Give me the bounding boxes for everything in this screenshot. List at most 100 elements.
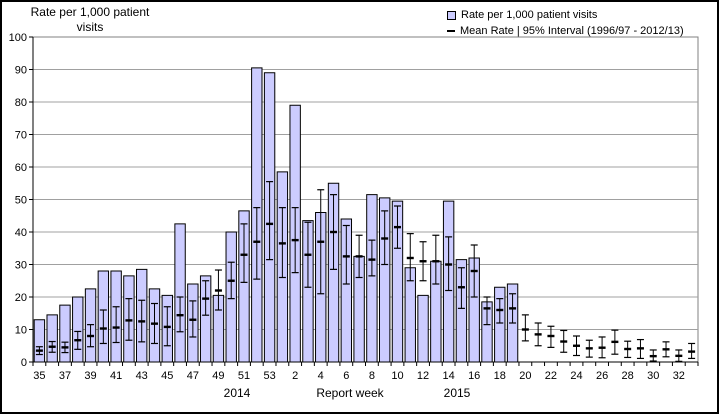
bar-week-2014-35 xyxy=(33,319,46,363)
x-axis-year-2015: 2015 xyxy=(443,386,471,400)
errorbar-week-2015-20 xyxy=(521,314,529,342)
y-tick-label-0: 0 xyxy=(21,357,27,369)
errorbar-week-2015-2 xyxy=(291,207,299,274)
errorbar-week-2014-37 xyxy=(61,341,69,354)
y-axis-title-line1: Rate per 1,000 patient xyxy=(30,5,150,19)
x-tick-label-2014-53: 53 xyxy=(263,370,275,382)
x-tick-label-2014-45: 45 xyxy=(161,370,173,382)
legend: Rate per 1,000 patient visits Mean Rate … xyxy=(447,7,684,39)
x-tick-label-2014-43: 43 xyxy=(136,370,148,382)
errorbar-week-2015-32 xyxy=(675,349,683,362)
x-tick-label-2015-4: 4 xyxy=(318,370,324,382)
errorbar-week-2015-18 xyxy=(496,298,504,324)
errorbar-week-2015-11 xyxy=(406,233,414,282)
x-tick-label-2014-41: 41 xyxy=(110,370,122,382)
bar-week-2014-38 xyxy=(72,296,84,363)
x-tick-label-2015-32: 32 xyxy=(673,370,685,382)
x-tick-label-2015-12: 12 xyxy=(417,370,429,382)
bar-week-2014-46 xyxy=(174,223,186,363)
errorbar-week-2014-46 xyxy=(176,296,184,333)
y-tick-label-20: 20 xyxy=(15,292,27,304)
x-tick-label-2014-51: 51 xyxy=(238,370,250,382)
y-tick-label-30: 30 xyxy=(15,260,27,272)
y-tick-label-60: 60 xyxy=(15,162,27,174)
errorbar-week-2015-22 xyxy=(547,325,555,348)
bar-week-2015-11 xyxy=(404,267,416,363)
x-tick-label-2015-6: 6 xyxy=(343,370,349,382)
legend-item-rate: Rate per 1,000 patient visits xyxy=(447,7,684,23)
x-tick-label-2015-8: 8 xyxy=(369,370,375,382)
errorbar-week-2014-42 xyxy=(125,298,133,341)
x-tick-label-2014-37: 37 xyxy=(59,370,71,382)
bar-week-2015-12 xyxy=(417,294,429,363)
y-tick-label-90: 90 xyxy=(15,65,27,77)
bar-week-2014-36 xyxy=(46,314,58,363)
errorbar-week-2014-48 xyxy=(202,280,210,316)
legend-item-mean: Mean Rate | 95% Interval (1996/97 - 2012… xyxy=(447,23,684,39)
errorbar-week-2015-21 xyxy=(534,322,542,347)
errorbar-week-2014-44 xyxy=(150,302,158,345)
errorbar-week-2015-3 xyxy=(304,221,312,288)
errorbar-week-2014-35 xyxy=(35,346,43,356)
errorbar-week-2014-41 xyxy=(112,306,120,344)
mean-dash-icon xyxy=(447,30,455,32)
errorbar-week-2014-50 xyxy=(227,261,235,300)
errorbar-week-2015-6 xyxy=(342,224,350,285)
y-tick-label-10: 10 xyxy=(15,325,27,337)
legend-label-mean: Mean Rate | 95% Interval (1996/97 - 2012… xyxy=(460,25,684,37)
errorbar-week-2015-16 xyxy=(470,244,478,298)
y-axis-title-line2: visits xyxy=(76,20,104,34)
x-tick-label-2015-18: 18 xyxy=(494,370,506,382)
x-tick-label-2014-49: 49 xyxy=(212,370,224,382)
errorbar-week-2015-30 xyxy=(649,349,657,362)
errorbar-week-2015-23 xyxy=(560,329,568,353)
bar-week-2014-37 xyxy=(59,304,71,363)
errorbar-week-2014-43 xyxy=(138,299,146,343)
errorbar-week-2015-27 xyxy=(611,329,619,355)
x-tick-label-2014-35: 35 xyxy=(33,370,45,382)
errorbar-week-2014-47 xyxy=(189,300,197,338)
errorbar-week-2014-53 xyxy=(266,181,274,261)
x-tick-label-2015-14: 14 xyxy=(443,370,455,382)
errorbar-week-2014-40 xyxy=(99,309,107,345)
x-axis-title: Report week xyxy=(316,386,384,400)
x-tick-label-2015-24: 24 xyxy=(570,370,582,382)
errorbar-week-2015-33 xyxy=(688,342,696,360)
errorbar-week-2015-12 xyxy=(419,241,427,282)
errorbar-week-2015-31 xyxy=(662,341,670,358)
x-tick-label-2015-26: 26 xyxy=(596,370,608,382)
y-tick-label-50: 50 xyxy=(15,195,27,207)
errorbar-week-2014-36 xyxy=(48,340,56,353)
y-axis-title: Rate per 1,000 patient visits xyxy=(16,5,164,35)
x-tick-label-2015-28: 28 xyxy=(622,370,634,382)
x-tick-label-2014-39: 39 xyxy=(84,370,96,382)
x-tick-label-2015-30: 30 xyxy=(647,370,659,382)
errorbar-week-2015-9 xyxy=(381,210,389,266)
errorbar-week-2015-4 xyxy=(317,189,325,295)
errorbar-week-2015-1 xyxy=(278,207,286,279)
errorbar-week-2015-29 xyxy=(636,338,644,360)
y-tick-label-100: 100 xyxy=(9,32,27,44)
errorbar-week-2014-38 xyxy=(74,330,82,350)
x-tick-label-2014-47: 47 xyxy=(187,370,199,382)
x-tick-label-2015-10: 10 xyxy=(391,370,403,382)
errorbar-week-2014-49 xyxy=(214,269,222,311)
x-tick-label-2015-16: 16 xyxy=(468,370,480,382)
y-tick-label-70: 70 xyxy=(15,130,27,142)
x-tick-label-2015-20: 20 xyxy=(519,370,531,382)
bar-week-2015-8 xyxy=(366,194,378,363)
errorbar-week-2014-39 xyxy=(87,324,95,348)
x-axis-year-2014: 2014 xyxy=(223,386,251,400)
errorbar-week-2014-51 xyxy=(240,223,248,283)
errorbar-week-2015-17 xyxy=(483,296,491,326)
errorbar-week-2015-13 xyxy=(432,234,440,285)
errorbar-week-2015-14 xyxy=(445,236,453,292)
errorbar-week-2014-52 xyxy=(253,207,261,280)
errorbar-week-2015-28 xyxy=(624,340,632,359)
y-tick-label-80: 80 xyxy=(15,97,27,109)
x-tick-label-2015-22: 22 xyxy=(545,370,557,382)
errorbar-week-2015-25 xyxy=(585,339,593,358)
errorbar-week-2015-5 xyxy=(330,194,338,270)
x-tick-label-2015-2: 2 xyxy=(292,370,298,382)
